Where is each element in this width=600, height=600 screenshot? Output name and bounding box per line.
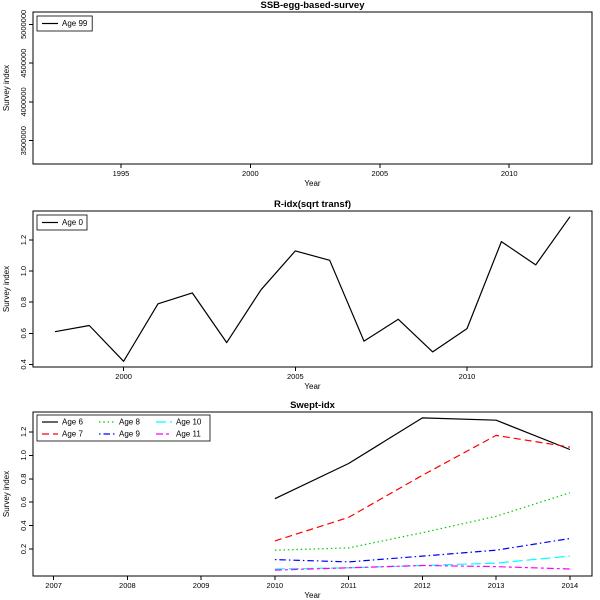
series-line-age-9 <box>274 537 570 563</box>
plot-box <box>32 411 593 577</box>
y-tick-label: 0.4 <box>19 359 28 369</box>
series-line-age-11 <box>274 564 570 571</box>
y-axis-label: Survey index <box>2 471 11 517</box>
chart-ssb-egg-based-survey: 1995 2000 2005 2010 3500000 4000000 4500000 500… <box>0 0 600 197</box>
x-tick-label: 2000 <box>115 372 132 381</box>
chart-title: R-idx(sqrt transf) <box>274 199 351 210</box>
y-tick-label: 1.2 <box>19 235 28 245</box>
x-tick-label: 1995 <box>113 169 130 178</box>
legend-box <box>36 214 88 231</box>
plot-box <box>32 210 593 368</box>
series-line-age-0 <box>54 216 571 362</box>
legend-entry-label: Age 6 <box>62 418 83 427</box>
x-tick-label: 2012 <box>414 581 431 590</box>
legend-entry-label: Age 9 <box>119 430 140 439</box>
x-tick-label: 2007 <box>45 581 62 590</box>
y-tick-label: 0.4 <box>19 520 28 530</box>
y-axis-label: Survey index <box>2 266 11 312</box>
series-line-age-6 <box>274 417 571 500</box>
x-tick-label: 2010 <box>459 372 476 381</box>
x-tick-label: 2005 <box>371 169 388 178</box>
chart-canvas: 1995 2000 2005 2010 3500000 4000000 4500000 500… <box>2 0 593 188</box>
legend-box <box>36 15 93 32</box>
legend-entry-label: Age 99 <box>62 19 88 28</box>
y-tick-label: 1.0 <box>19 266 28 276</box>
legend-entry-label: Age 0 <box>62 218 83 227</box>
x-tick-label: 2005 <box>287 372 304 381</box>
chart-swept-idx: 2007 2008 2009 2010 2011 2012 2013 2014 0.2 0.4 0.… <box>0 398 600 600</box>
chart-title: SSB-egg-based-survey <box>260 0 365 11</box>
chart-canvas: 2007 2008 2009 2010 2011 2012 2013 2014 0.2 0.4 0.… <box>2 400 593 600</box>
y-tick-label: 0.8 <box>19 474 28 484</box>
x-axis-label: Year <box>304 382 321 391</box>
plot-box <box>32 11 593 165</box>
y-tick-label: 4000000 <box>19 87 28 116</box>
legend-entry-label: Age 11 <box>176 430 201 439</box>
x-tick-label: 2011 <box>341 581 357 590</box>
y-tick-label: 1.0 <box>19 450 28 460</box>
y-tick-label: 0.6 <box>19 328 28 338</box>
y-tick-label: 0.8 <box>19 297 28 307</box>
y-tick-label: 0.2 <box>19 544 28 554</box>
legend-entry-label: Age 8 <box>119 418 140 427</box>
x-tick-label: 2008 <box>119 581 136 590</box>
chart-title: Swept-idx <box>290 400 336 411</box>
x-tick-label: 2010 <box>267 581 284 590</box>
y-tick-label: 3500000 <box>19 126 28 155</box>
y-tick-label: 0.6 <box>19 497 28 507</box>
chart-canvas: 2000 2005 2010 0.4 0.6 0.8 1.0 1.2 Year Survey in… <box>2 199 593 391</box>
legend-entry-label: Age 10 <box>176 418 202 427</box>
series-line-age-8 <box>274 492 571 551</box>
x-axis-label: Year <box>304 179 321 188</box>
legend-box <box>36 414 211 442</box>
x-tick-label: 2013 <box>488 581 505 590</box>
x-tick-label: 2000 <box>242 169 259 178</box>
x-tick-label: 2009 <box>193 581 210 590</box>
y-axis-label: Survey index <box>2 65 11 111</box>
x-axis-label: Year <box>304 591 321 600</box>
y-tick-label: 1.2 <box>19 427 28 437</box>
y-tick-label: 4500000 <box>19 49 28 78</box>
chart-r-idx-sqrt-transf: 2000 2005 2010 0.4 0.6 0.8 1.0 1.2 Year Survey in… <box>0 197 600 398</box>
series-line-age-7 <box>274 434 570 542</box>
y-tick-label: 5000000 <box>19 10 28 39</box>
x-tick-label: 2014 <box>562 581 579 590</box>
legend-entry-label: Age 7 <box>62 430 83 439</box>
x-tick-label: 2010 <box>501 169 518 178</box>
